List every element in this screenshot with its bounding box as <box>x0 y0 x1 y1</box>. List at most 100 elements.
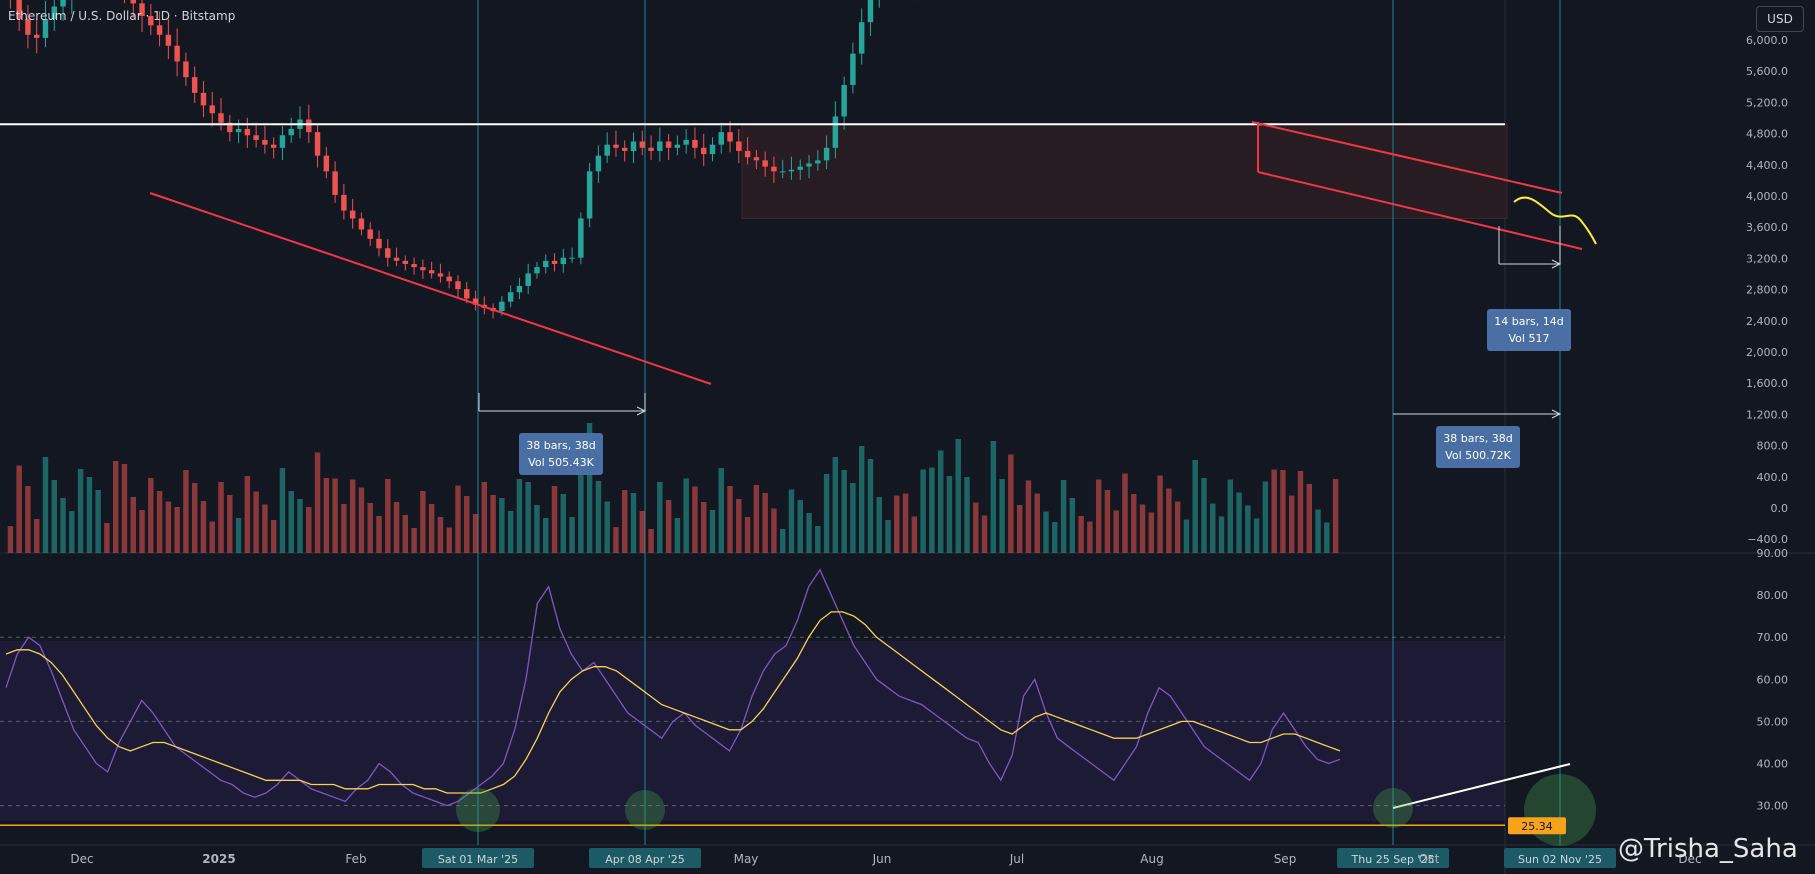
rsi-oversold-highlight-3[interactable] <box>1373 788 1413 828</box>
candle-body[interactable] <box>771 166 777 172</box>
candle-body[interactable] <box>806 163 812 167</box>
candle-body[interactable] <box>648 147 654 151</box>
candle-body[interactable] <box>332 171 338 195</box>
candle-body[interactable] <box>709 144 716 155</box>
measure-tool-3-box[interactable] <box>1436 426 1520 468</box>
candle-body[interactable] <box>858 22 865 54</box>
candle-body[interactable] <box>428 270 435 274</box>
candle-body[interactable] <box>156 25 163 35</box>
candle-body[interactable] <box>551 260 558 264</box>
candle-body[interactable] <box>692 139 698 148</box>
demand-zone-rect[interactable] <box>741 123 1508 219</box>
time-marker-tag[interactable] <box>422 848 534 868</box>
candle-body[interactable] <box>762 160 768 167</box>
candle-body[interactable] <box>139 3 145 16</box>
candle-body[interactable] <box>358 218 365 230</box>
candle-body[interactable] <box>736 141 742 151</box>
candle-body[interactable] <box>622 147 628 151</box>
candle-body[interactable] <box>323 155 330 172</box>
candle-body[interactable] <box>779 171 786 173</box>
candle-body[interactable] <box>815 160 821 164</box>
candle-body[interactable] <box>464 289 470 299</box>
candle-body[interactable] <box>507 292 514 302</box>
candle-body[interactable] <box>753 157 760 161</box>
measure-tool-1-box[interactable] <box>519 433 603 475</box>
candle-body[interactable] <box>534 267 540 274</box>
rsi-oversold-highlight-1[interactable] <box>456 788 500 832</box>
candle-body[interactable] <box>367 229 373 239</box>
candle-body[interactable] <box>823 147 830 161</box>
time-marker-tag[interactable] <box>1504 848 1616 868</box>
candle-body[interactable] <box>349 210 356 219</box>
candle-body[interactable] <box>288 128 294 136</box>
candle-body[interactable] <box>841 85 847 117</box>
candle-body[interactable] <box>525 273 531 286</box>
candle-body[interactable] <box>499 301 505 312</box>
candle-body[interactable] <box>130 0 136 4</box>
candle-body[interactable] <box>262 139 268 145</box>
candle-body[interactable] <box>227 122 233 133</box>
candle-body[interactable] <box>420 267 426 271</box>
candle-body[interactable] <box>402 260 409 264</box>
candle-body[interactable] <box>437 273 444 277</box>
candle-body[interactable] <box>543 260 549 268</box>
candle-body[interactable] <box>665 141 672 148</box>
candle-body[interactable] <box>674 144 681 148</box>
candle-body[interactable] <box>657 141 663 151</box>
candle-body[interactable] <box>586 171 593 219</box>
channel-upper-line[interactable] <box>1251 121 1563 194</box>
candle-body[interactable] <box>376 238 382 249</box>
candle-body[interactable] <box>850 53 856 85</box>
time-marker-tag[interactable] <box>589 848 701 868</box>
candle-body[interactable] <box>42 19 49 38</box>
candle-body[interactable] <box>235 128 242 133</box>
candle-body[interactable] <box>604 144 610 156</box>
candle-body[interactable] <box>797 166 803 170</box>
candle-body[interactable] <box>683 139 689 145</box>
candle-body[interactable] <box>218 113 224 123</box>
candle-body[interactable] <box>718 132 724 145</box>
candle-body[interactable] <box>630 141 637 151</box>
measure-tool-2-box[interactable] <box>1487 309 1571 351</box>
rsi-oversold-highlight-4[interactable] <box>1524 774 1596 846</box>
candle-body[interactable] <box>33 34 40 38</box>
channel-lower-line[interactable] <box>1257 171 1583 250</box>
candle-body[interactable] <box>613 144 619 148</box>
candle-body[interactable] <box>306 119 312 133</box>
candle-body[interactable] <box>727 132 733 142</box>
candle-body[interactable] <box>148 15 154 26</box>
candle-body[interactable] <box>578 218 584 258</box>
candle-body[interactable] <box>595 155 602 172</box>
candle-body[interactable] <box>411 263 417 268</box>
candle-body[interactable] <box>25 19 31 35</box>
candle-body[interactable] <box>569 257 575 259</box>
candle-body[interactable] <box>385 248 391 258</box>
candle-body[interactable] <box>279 135 286 148</box>
candle-body[interactable] <box>341 194 347 211</box>
candle-body[interactable] <box>174 45 180 62</box>
candle-body[interactable] <box>51 6 57 20</box>
candle-body[interactable] <box>253 135 259 140</box>
candle-body[interactable] <box>560 257 567 264</box>
candle-body[interactable] <box>832 116 839 148</box>
candle-body[interactable] <box>639 141 646 148</box>
candle-body[interactable] <box>270 144 277 148</box>
rsi-level-tag[interactable] <box>1508 817 1566 835</box>
candle-body[interactable] <box>183 61 189 78</box>
candle-body[interactable] <box>60 0 66 7</box>
time-marker-tag[interactable] <box>1337 848 1449 868</box>
candle-body[interactable] <box>165 34 172 46</box>
rsi-divergence-line[interactable] <box>1392 763 1571 809</box>
candle-body[interactable] <box>200 92 207 106</box>
candle-body[interactable] <box>472 298 479 305</box>
candle-body[interactable] <box>788 169 795 172</box>
candle-body[interactable] <box>516 285 523 293</box>
candle-body[interactable] <box>393 257 400 261</box>
candle-body[interactable] <box>744 150 751 158</box>
candle-body[interactable] <box>191 77 198 93</box>
forecast-path[interactable] <box>1513 196 1597 245</box>
currency-button[interactable]: USD <box>1756 6 1804 32</box>
candle-body[interactable] <box>209 105 215 114</box>
rsi-ma-line[interactable] <box>5 611 1341 794</box>
